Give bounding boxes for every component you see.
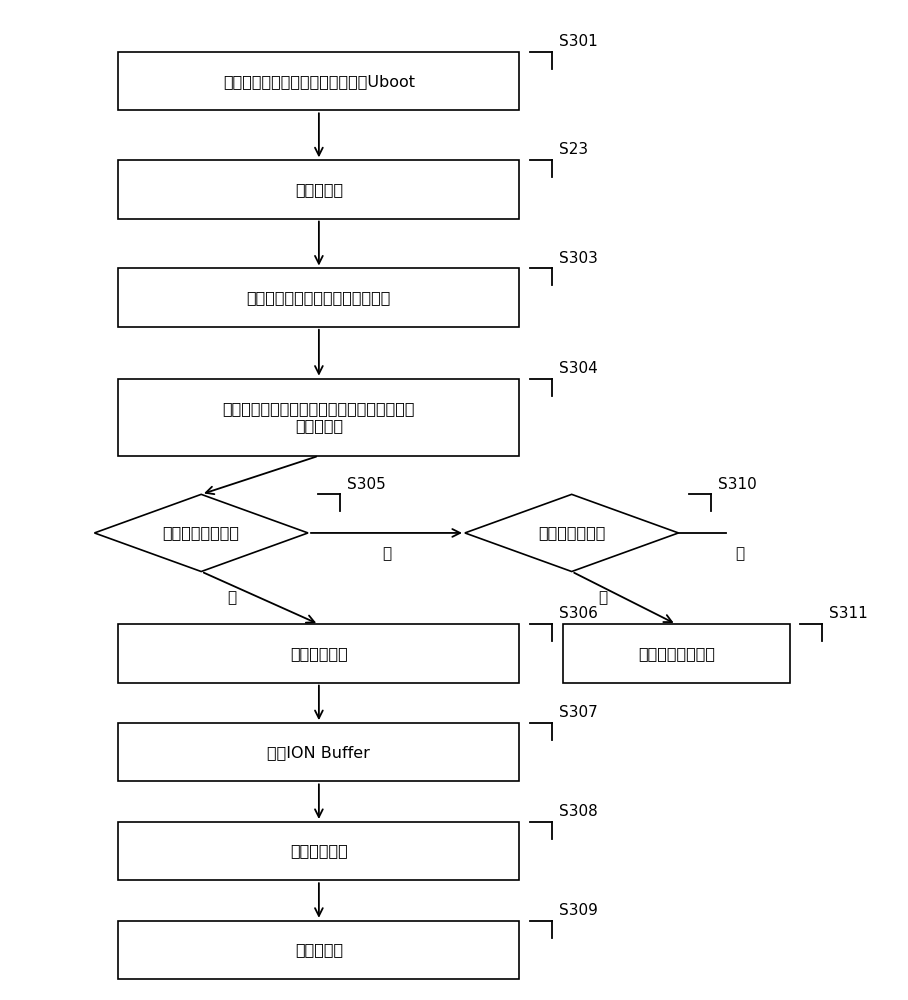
Text: S310: S310 — [717, 477, 756, 492]
FancyBboxPatch shape — [118, 268, 519, 327]
Text: 是: 是 — [227, 590, 236, 605]
Text: 创建第二线程: 创建第二线程 — [290, 646, 348, 661]
Text: 检测到倒车信号？: 检测到倒车信号？ — [163, 525, 240, 540]
Text: S301: S301 — [558, 34, 597, 49]
FancyBboxPatch shape — [118, 822, 519, 880]
Text: 填充显示数据: 填充显示数据 — [290, 844, 348, 859]
Text: S304: S304 — [558, 361, 597, 376]
FancyBboxPatch shape — [118, 624, 519, 683]
Text: 初始化内核: 初始化内核 — [295, 182, 343, 197]
Text: 正常启动显示界面: 正常启动显示界面 — [637, 646, 715, 661]
Polygon shape — [465, 494, 678, 572]
FancyBboxPatch shape — [118, 921, 519, 979]
Text: 摄像头模块的初始化完成后，启动倒车影像快
速显示线程: 摄像头模块的初始化完成后，启动倒车影像快 速显示线程 — [222, 401, 415, 433]
Text: S306: S306 — [558, 606, 597, 621]
Text: S307: S307 — [558, 705, 597, 720]
Text: S309: S309 — [558, 903, 597, 918]
FancyBboxPatch shape — [118, 379, 519, 456]
FancyBboxPatch shape — [118, 723, 519, 781]
FancyBboxPatch shape — [118, 160, 519, 219]
FancyBboxPatch shape — [118, 52, 519, 110]
Text: S311: S311 — [829, 606, 867, 621]
Text: 刷新显示屏: 刷新显示屏 — [295, 942, 343, 957]
Text: 当检测到车机系统启动时，初始化Uboot: 当检测到车机系统启动时，初始化Uboot — [222, 74, 415, 89]
Text: 否: 否 — [382, 546, 391, 561]
Text: S303: S303 — [558, 251, 597, 266]
Text: 超过设定时长？: 超过设定时长？ — [538, 525, 606, 540]
Text: 申请ION Buffer: 申请ION Buffer — [268, 745, 370, 760]
Text: S308: S308 — [558, 804, 597, 819]
FancyBboxPatch shape — [563, 624, 790, 683]
Text: S305: S305 — [347, 477, 386, 492]
Text: 是: 是 — [597, 590, 607, 605]
Polygon shape — [94, 494, 308, 572]
Text: 否: 否 — [735, 546, 745, 561]
Text: 在内核中完成摄像头模块的初始化: 在内核中完成摄像头模块的初始化 — [247, 290, 391, 305]
Text: S23: S23 — [558, 142, 587, 157]
